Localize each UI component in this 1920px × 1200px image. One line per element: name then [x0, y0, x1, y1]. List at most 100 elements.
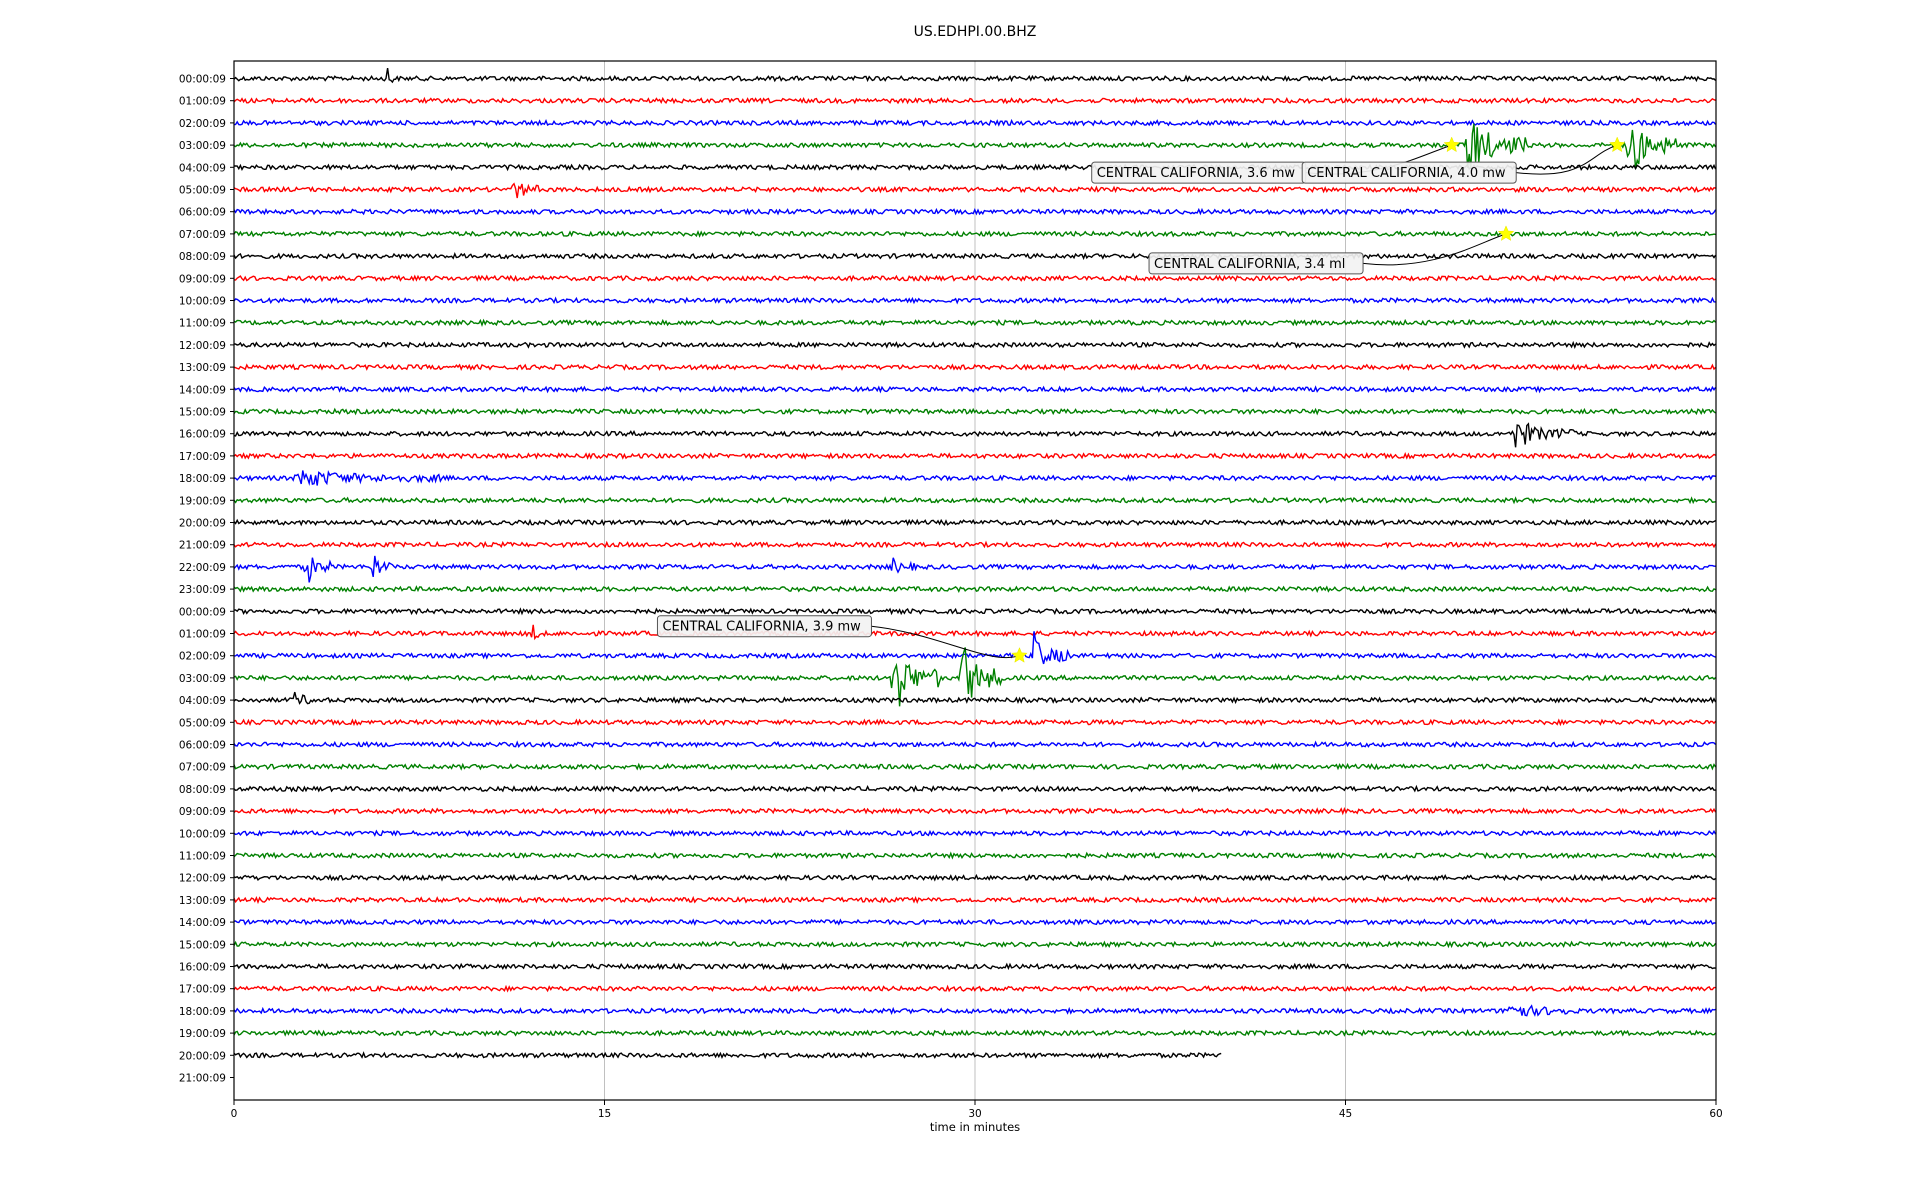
row-label: 05:00:09 — [179, 717, 226, 729]
event-label-box — [656, 615, 872, 638]
row-label: 20:00:09 — [179, 518, 226, 530]
row-label: 21:00:09 — [179, 540, 226, 552]
trace-row-34 — [233, 829, 1717, 838]
row-label: 11:00:09 — [179, 851, 226, 863]
trace-row-2 — [233, 118, 1717, 127]
event-star-icon — [1011, 647, 1028, 663]
event-star-icon — [1608, 136, 1626, 153]
trace-row-9 — [233, 274, 1716, 283]
row-label: 20:00:09 — [179, 1050, 226, 1062]
trace-row-17 — [233, 452, 1716, 460]
row-label: 04:00:09 — [179, 162, 226, 174]
row-label: 03:00:09 — [179, 673, 226, 685]
trace-row-24 — [233, 607, 1717, 616]
x-tick-label: 60 — [1709, 1108, 1722, 1120]
row-label: 18:00:09 — [179, 473, 226, 485]
trace-row-41 — [233, 984, 1716, 993]
x-axis-ticks: 0 15 30 45 60 — [231, 1100, 1723, 1120]
trace-row-44 — [233, 1051, 1222, 1060]
row-label: 16:00:09 — [179, 429, 226, 441]
trace-row-30 — [233, 740, 1717, 749]
event-label: CENTRAL CALIFORNIA, 3.9 mw — [662, 620, 861, 635]
row-label: 13:00:09 — [179, 895, 226, 907]
x-tick-label: 15 — [598, 1108, 611, 1120]
row-label: 09:00:09 — [179, 273, 226, 285]
row-label: 06:00:09 — [179, 740, 226, 752]
row-label: 17:00:09 — [179, 451, 226, 463]
event-label-box — [1301, 161, 1517, 184]
trace-row-28 — [233, 691, 1717, 705]
trace-row-12 — [233, 340, 1717, 350]
trace-row-7 — [233, 229, 1716, 238]
row-label: 11:00:09 — [179, 318, 226, 330]
row-label: 15:00:09 — [179, 939, 226, 951]
row-label: 03:00:09 — [179, 140, 226, 152]
trace-row-10 — [233, 296, 1716, 305]
row-label: 12:00:09 — [179, 873, 226, 885]
x-tick-label: 45 — [1339, 1108, 1352, 1120]
trace-row-21 — [233, 540, 1717, 549]
trace-row-13 — [233, 363, 1717, 372]
row-label: 02:00:09 — [179, 651, 226, 663]
trace-row-32 — [233, 784, 1716, 793]
row-label: 10:00:09 — [179, 296, 226, 308]
row-label: 22:00:09 — [179, 562, 226, 574]
trace-row-31 — [233, 762, 1717, 771]
event-star-icon — [1443, 136, 1460, 153]
event-star-icon — [1497, 225, 1515, 241]
row-time-labels: 00:00:09 01:00:09 02:00:09 03:00:09 04:00:09… — [179, 74, 234, 1085]
row-label: 08:00:09 — [179, 251, 226, 263]
event-connector — [1362, 233, 1507, 266]
trace-row-40 — [233, 962, 1716, 971]
event-label-box — [1148, 252, 1364, 275]
trace-row-35 — [233, 851, 1717, 860]
x-axis-label: time in minutes — [930, 1120, 1020, 1134]
event-annotation: CENTRAL CALIFORNIA, 3.9 mw — [656, 615, 1028, 663]
event-annotation: CENTRAL CALIFORNIA, 4.0 mw — [1301, 136, 1626, 184]
row-label: 01:00:09 — [179, 96, 226, 108]
trace-rows — [233, 67, 1717, 1060]
trace-row-33 — [233, 807, 1717, 816]
row-label: 14:00:09 — [179, 917, 226, 929]
row-label: 09:00:09 — [179, 806, 226, 818]
row-label: 10:00:09 — [179, 828, 226, 840]
trace-row-23 — [233, 585, 1716, 593]
row-label: 05:00:09 — [179, 185, 226, 197]
event-connector — [1516, 144, 1618, 175]
row-label: 23:00:09 — [179, 584, 226, 596]
trace-row-3 — [233, 123, 1717, 170]
row-label: 13:00:09 — [179, 362, 226, 374]
row-label: 19:00:09 — [179, 495, 226, 507]
row-label: 21:00:09 — [179, 1073, 226, 1085]
event-connector — [871, 625, 1020, 659]
trace-row-5 — [233, 182, 1716, 199]
row-label: 12:00:09 — [179, 340, 226, 352]
row-label: 00:00:09 — [179, 606, 226, 618]
trace-row-37 — [233, 895, 1716, 905]
event-label: CENTRAL CALIFORNIA, 3.6 mw — [1097, 166, 1296, 181]
row-label: 16:00:09 — [179, 962, 226, 974]
x-tick-label: 0 — [231, 1108, 238, 1120]
trace-row-19 — [233, 496, 1716, 505]
trace-row-36 — [233, 873, 1716, 882]
trace-row-39 — [233, 940, 1717, 949]
chart-title: US.EDHPI.00.BHZ — [914, 24, 1037, 40]
trace-row-6 — [233, 207, 1717, 216]
trace-row-0 — [233, 67, 1717, 84]
row-label: 02:00:09 — [179, 118, 226, 130]
row-label: 14:00:09 — [179, 384, 226, 396]
row-label: 01:00:09 — [179, 629, 226, 641]
event-annotations: CENTRAL CALIFORNIA, 3.6 mw CENTRAL CALIFO… — [656, 136, 1626, 663]
row-label: 07:00:09 — [179, 229, 226, 241]
trace-row-22 — [233, 555, 1716, 583]
trace-row-42 — [233, 1004, 1716, 1017]
row-label: 18:00:09 — [179, 1006, 226, 1018]
trace-row-26 — [233, 631, 1716, 665]
trace-row-16 — [233, 422, 1717, 448]
event-label: CENTRAL CALIFORNIA, 3.4 ml — [1154, 257, 1345, 272]
trace-row-11 — [233, 318, 1717, 327]
row-label: 00:00:09 — [179, 74, 226, 86]
trace-row-20 — [233, 518, 1716, 527]
row-label: 04:00:09 — [179, 695, 226, 707]
